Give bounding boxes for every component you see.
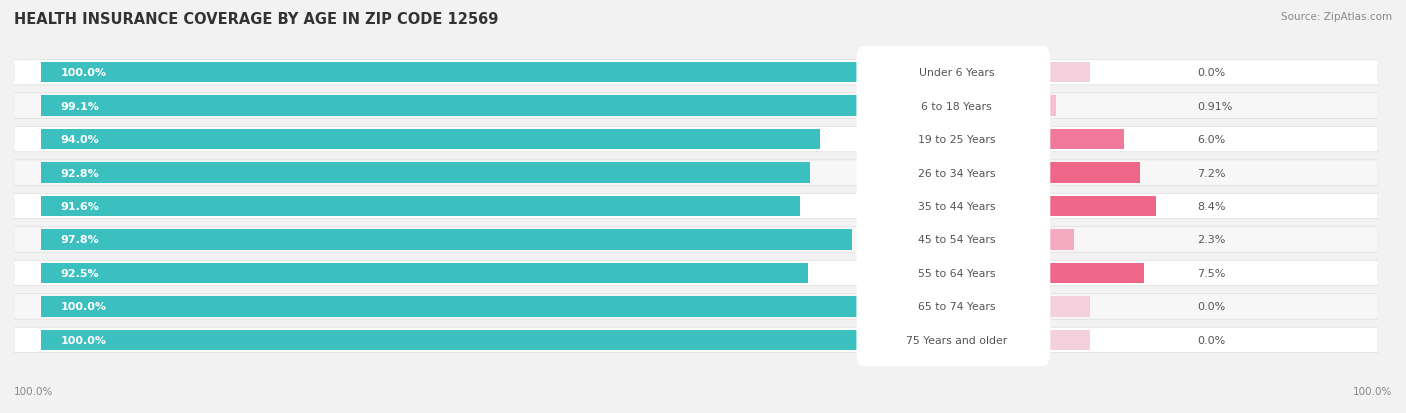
Bar <box>1043 263 1144 284</box>
Text: 26 to 34 Years: 26 to 34 Years <box>918 168 995 178</box>
Bar <box>41 129 820 150</box>
Text: Source: ZipAtlas.com: Source: ZipAtlas.com <box>1281 12 1392 22</box>
Text: 0.0%: 0.0% <box>1198 68 1226 78</box>
Bar <box>1043 296 1091 317</box>
Text: 6.0%: 6.0% <box>1198 135 1226 145</box>
Bar <box>41 263 807 284</box>
Text: 8.4%: 8.4% <box>1198 202 1226 211</box>
Text: 91.6%: 91.6% <box>60 202 100 211</box>
Text: 19 to 25 Years: 19 to 25 Years <box>918 135 995 145</box>
Bar <box>41 163 810 183</box>
Text: 100.0%: 100.0% <box>60 335 107 345</box>
Text: 45 to 54 Years: 45 to 54 Years <box>918 235 995 245</box>
Bar <box>1043 96 1056 117</box>
Bar <box>1043 330 1091 350</box>
FancyBboxPatch shape <box>856 314 1050 366</box>
Text: 100.0%: 100.0% <box>60 68 107 78</box>
Bar <box>41 230 852 250</box>
Bar <box>41 196 800 217</box>
FancyBboxPatch shape <box>14 328 1378 353</box>
FancyBboxPatch shape <box>14 94 1378 119</box>
Text: 0.91%: 0.91% <box>1198 101 1233 112</box>
Text: HEALTH INSURANCE COVERAGE BY AGE IN ZIP CODE 12569: HEALTH INSURANCE COVERAGE BY AGE IN ZIP … <box>14 12 499 27</box>
Bar <box>1043 63 1091 83</box>
Text: 7.2%: 7.2% <box>1198 168 1226 178</box>
Text: 100.0%: 100.0% <box>60 301 107 312</box>
Bar <box>1043 163 1140 183</box>
FancyBboxPatch shape <box>856 147 1050 199</box>
Text: 75 Years and older: 75 Years and older <box>905 335 1007 345</box>
Text: 35 to 44 Years: 35 to 44 Years <box>918 202 995 211</box>
Text: 2.3%: 2.3% <box>1198 235 1226 245</box>
Bar <box>1043 129 1123 150</box>
FancyBboxPatch shape <box>856 280 1050 333</box>
FancyBboxPatch shape <box>14 60 1378 85</box>
Bar <box>41 296 870 317</box>
FancyBboxPatch shape <box>856 80 1050 133</box>
FancyBboxPatch shape <box>14 227 1378 253</box>
Bar <box>41 330 870 350</box>
FancyBboxPatch shape <box>14 294 1378 319</box>
Text: 7.5%: 7.5% <box>1198 268 1226 278</box>
Text: 100.0%: 100.0% <box>14 387 53 396</box>
Text: 92.5%: 92.5% <box>60 268 100 278</box>
Text: 6 to 18 Years: 6 to 18 Years <box>921 101 993 112</box>
Text: 100.0%: 100.0% <box>1353 387 1392 396</box>
Text: 99.1%: 99.1% <box>60 101 100 112</box>
FancyBboxPatch shape <box>14 127 1378 152</box>
FancyBboxPatch shape <box>856 180 1050 233</box>
Bar <box>41 63 870 83</box>
Text: 65 to 74 Years: 65 to 74 Years <box>918 301 995 312</box>
FancyBboxPatch shape <box>856 214 1050 266</box>
FancyBboxPatch shape <box>856 47 1050 99</box>
Bar <box>41 96 862 117</box>
Bar <box>1043 196 1156 217</box>
Text: 55 to 64 Years: 55 to 64 Years <box>918 268 995 278</box>
FancyBboxPatch shape <box>856 114 1050 166</box>
Text: 97.8%: 97.8% <box>60 235 100 245</box>
Text: 92.8%: 92.8% <box>60 168 100 178</box>
Bar <box>1043 230 1074 250</box>
FancyBboxPatch shape <box>14 194 1378 219</box>
FancyBboxPatch shape <box>14 261 1378 286</box>
Text: 0.0%: 0.0% <box>1198 301 1226 312</box>
FancyBboxPatch shape <box>14 160 1378 186</box>
Text: 94.0%: 94.0% <box>60 135 100 145</box>
Text: 0.0%: 0.0% <box>1198 335 1226 345</box>
FancyBboxPatch shape <box>856 247 1050 299</box>
Text: Under 6 Years: Under 6 Years <box>920 68 994 78</box>
